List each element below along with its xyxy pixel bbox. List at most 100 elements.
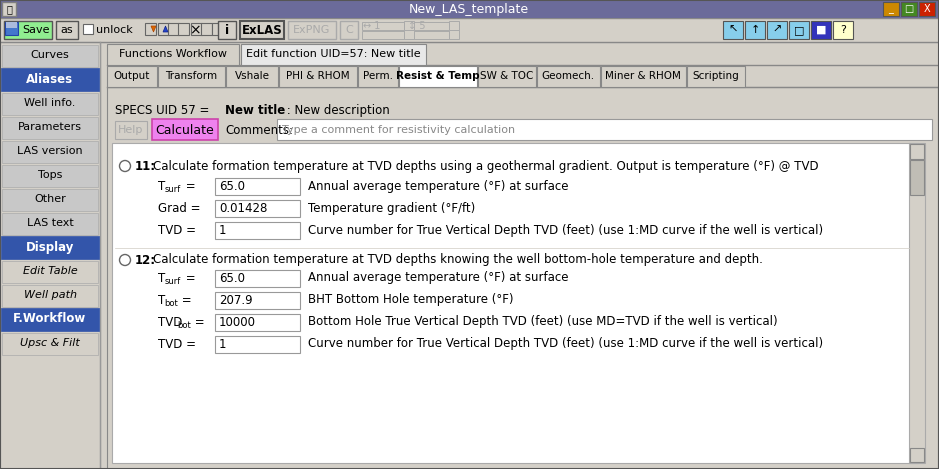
Text: Calculate formation temperature at TVD depths using a geothermal gradient. Outpu: Calculate formation temperature at TVD d… <box>153 159 819 173</box>
Text: 1: 1 <box>219 338 226 350</box>
Text: Display: Display <box>25 241 74 254</box>
Bar <box>83 24 93 34</box>
Text: TVD: TVD <box>158 316 182 328</box>
Text: Curves: Curves <box>31 50 69 60</box>
Bar <box>2 93 98 115</box>
Text: Temperature gradient (°F/ft): Temperature gradient (°F/ft) <box>308 202 475 214</box>
Text: Well info.: Well info. <box>24 98 76 108</box>
Bar <box>723 21 743 39</box>
Bar <box>2 189 98 211</box>
Text: =: = <box>182 180 196 192</box>
Bar <box>215 200 300 217</box>
Text: Output: Output <box>114 71 150 81</box>
Bar <box>537 66 600 87</box>
Bar <box>362 31 404 39</box>
Text: TVD =: TVD = <box>158 224 196 236</box>
Text: 65.0: 65.0 <box>219 272 245 285</box>
Text: 207.9: 207.9 <box>219 294 253 307</box>
Text: 12:: 12: <box>135 254 156 266</box>
Bar <box>687 66 745 87</box>
Text: Upsc & Filt: Upsc & Filt <box>20 338 80 348</box>
Text: Aliases: Aliases <box>26 73 73 85</box>
Text: New_LAS_template: New_LAS_template <box>409 2 529 15</box>
Text: Edit function UID=57: New title: Edit function UID=57: New title <box>246 49 421 59</box>
Bar <box>279 66 357 87</box>
Bar <box>107 44 239 65</box>
Bar <box>288 21 336 39</box>
Text: PHI & RHOM: PHI & RHOM <box>286 71 350 81</box>
Bar <box>226 66 278 87</box>
Text: ExLAS: ExLAS <box>241 23 283 37</box>
Text: _: _ <box>888 4 893 14</box>
Text: Tops: Tops <box>38 170 62 180</box>
Bar <box>358 66 398 87</box>
Text: as: as <box>61 25 73 35</box>
Text: □: □ <box>793 25 804 35</box>
Text: LAS text: LAS text <box>26 218 73 228</box>
Text: □: □ <box>904 4 914 14</box>
Text: Well path: Well path <box>23 290 76 300</box>
Text: Geomech.: Geomech. <box>542 71 594 81</box>
Text: ■: ■ <box>816 25 826 35</box>
Text: ↑: ↑ <box>750 25 760 35</box>
Polygon shape <box>151 26 156 32</box>
Text: Grad =: Grad = <box>158 202 201 214</box>
Text: ↖: ↖ <box>729 25 738 35</box>
Text: Resist & Temp: Resist & Temp <box>396 71 480 81</box>
Bar <box>2 261 98 283</box>
Bar <box>362 22 404 30</box>
Text: ?: ? <box>840 25 846 35</box>
Text: F.Workflow: F.Workflow <box>13 312 86 325</box>
Bar <box>601 66 686 87</box>
Text: Curve number for True Vertical Depth TVD (feet) (use 1:MD curve if the well is v: Curve number for True Vertical Depth TVD… <box>308 338 824 350</box>
Bar <box>340 21 358 39</box>
Text: Annual average temperature (°F) at surface: Annual average temperature (°F) at surfa… <box>308 272 568 285</box>
Text: 65.0: 65.0 <box>219 180 245 192</box>
Bar <box>145 23 156 35</box>
Text: surf: surf <box>164 277 180 286</box>
Text: Curve number for True Vertical Depth TVD (feet) (use 1:MD curve if the well is v: Curve number for True Vertical Depth TVD… <box>308 224 824 236</box>
Bar <box>1 236 99 259</box>
Bar <box>1 308 99 331</box>
Bar <box>910 448 924 462</box>
Text: ×: × <box>189 23 201 37</box>
Bar <box>399 66 477 87</box>
Bar <box>449 21 459 30</box>
Bar <box>215 222 300 239</box>
Text: T: T <box>158 294 165 307</box>
Bar <box>404 30 414 39</box>
Bar <box>2 2 16 16</box>
Polygon shape <box>163 26 168 32</box>
Bar <box>4 21 52 39</box>
Text: bot: bot <box>177 320 192 330</box>
Text: 0.01428: 0.01428 <box>219 202 268 214</box>
Bar <box>115 121 147 139</box>
Text: Functions Workflow: Functions Workflow <box>119 49 227 59</box>
Text: 1: 1 <box>219 224 226 236</box>
Bar <box>107 87 938 469</box>
Bar <box>0 18 939 42</box>
Bar <box>0 42 100 469</box>
Bar <box>212 23 223 35</box>
Bar <box>2 165 98 187</box>
Bar <box>449 30 459 39</box>
Bar <box>811 21 831 39</box>
Text: Annual average temperature (°F) at surface: Annual average temperature (°F) at surfa… <box>308 180 568 192</box>
Bar <box>100 42 939 469</box>
Text: 11:: 11: <box>135 159 156 173</box>
Bar <box>909 143 925 463</box>
Text: ↕ 5: ↕ 5 <box>408 21 425 31</box>
Bar <box>2 213 98 235</box>
Bar <box>215 314 300 331</box>
Text: SPECS UID 57 =: SPECS UID 57 = <box>115 104 213 116</box>
Circle shape <box>119 160 131 172</box>
Bar <box>767 21 787 39</box>
Text: Calculate: Calculate <box>156 123 214 136</box>
Bar <box>168 23 179 35</box>
Bar <box>158 66 225 87</box>
Text: TVD =: TVD = <box>158 338 196 350</box>
Text: unlock: unlock <box>96 25 132 35</box>
Bar <box>5 22 18 35</box>
Text: Vshale: Vshale <box>235 71 269 81</box>
Bar <box>158 23 169 35</box>
